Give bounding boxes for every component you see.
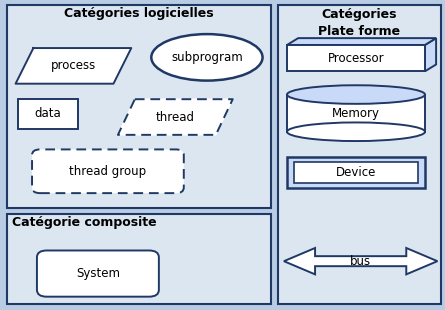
Bar bbox=[278, 5, 441, 304]
Bar bbox=[7, 214, 271, 304]
Bar bbox=[294, 162, 418, 183]
Text: bus: bus bbox=[350, 255, 371, 268]
Text: Processor: Processor bbox=[328, 52, 384, 64]
Bar bbox=[287, 157, 425, 188]
Polygon shape bbox=[284, 248, 437, 274]
Text: thread: thread bbox=[156, 111, 195, 123]
FancyBboxPatch shape bbox=[32, 149, 184, 193]
Bar bbox=[7, 5, 271, 208]
Ellipse shape bbox=[287, 122, 425, 141]
Text: Catégorie composite: Catégorie composite bbox=[12, 216, 157, 229]
Text: process: process bbox=[51, 60, 96, 72]
Text: Catégories logicielles: Catégories logicielles bbox=[64, 7, 214, 20]
Polygon shape bbox=[287, 95, 425, 132]
Ellipse shape bbox=[287, 85, 425, 104]
FancyBboxPatch shape bbox=[37, 250, 159, 297]
Polygon shape bbox=[118, 99, 233, 135]
Text: subprogram: subprogram bbox=[171, 51, 243, 64]
Text: thread group: thread group bbox=[69, 165, 146, 178]
Polygon shape bbox=[425, 38, 436, 71]
Text: data: data bbox=[34, 108, 61, 120]
Text: Memory: Memory bbox=[332, 107, 380, 120]
Bar bbox=[18, 99, 78, 129]
Text: System: System bbox=[76, 267, 120, 280]
Text: Device: Device bbox=[336, 166, 376, 179]
Text: Catégories
Plate forme: Catégories Plate forme bbox=[318, 8, 400, 38]
Ellipse shape bbox=[151, 34, 263, 81]
Polygon shape bbox=[287, 38, 436, 45]
Polygon shape bbox=[16, 48, 131, 84]
Polygon shape bbox=[287, 45, 425, 71]
